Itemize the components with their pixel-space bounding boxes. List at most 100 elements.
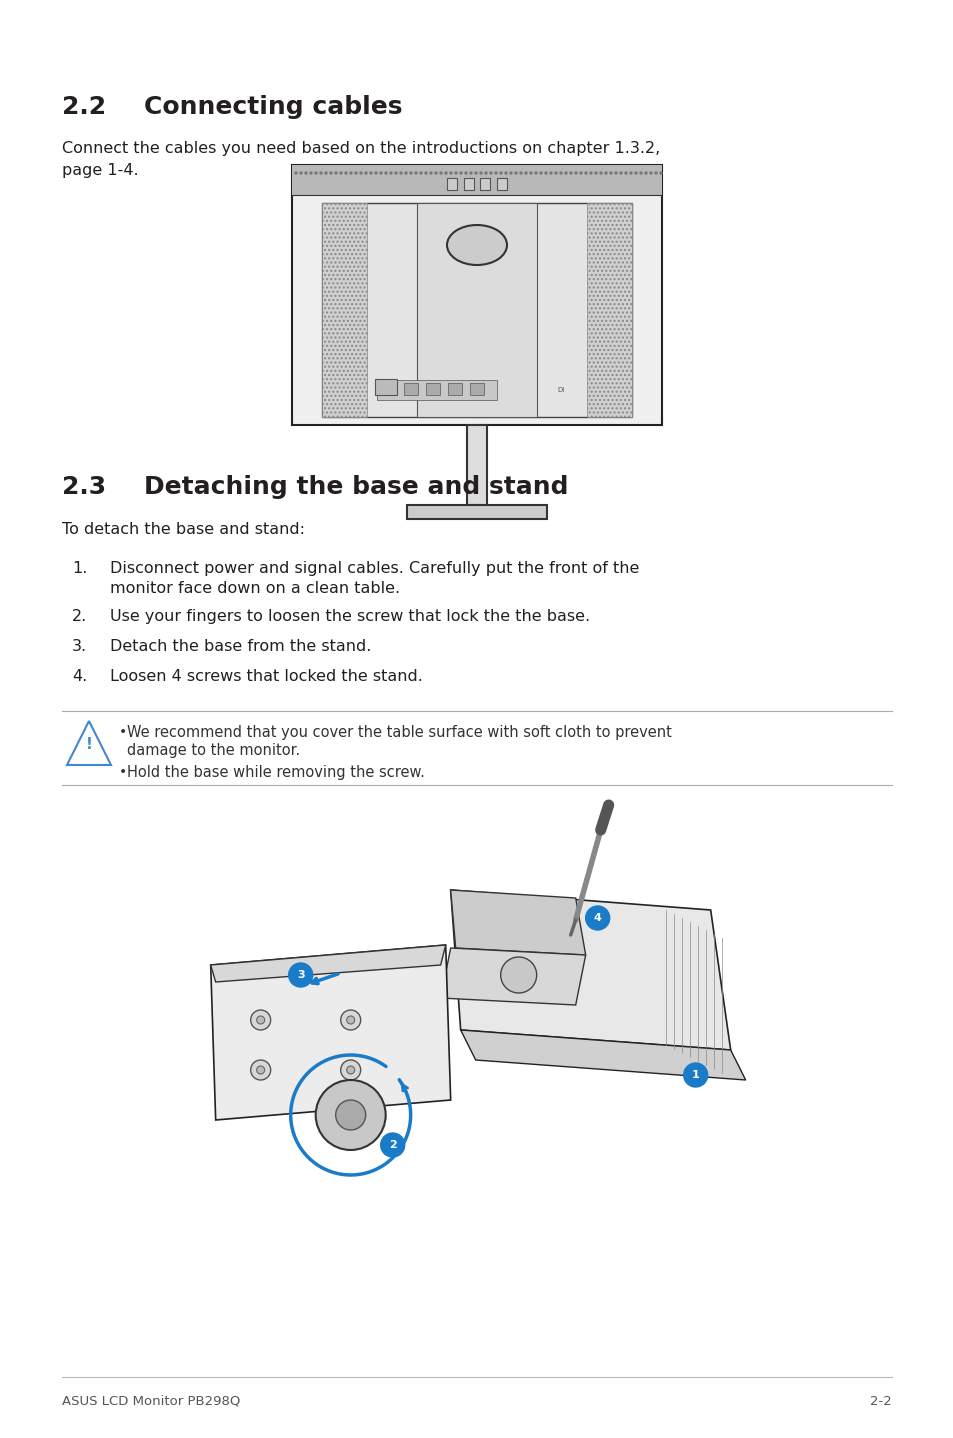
Circle shape — [539, 173, 541, 174]
Circle shape — [683, 1063, 707, 1087]
Circle shape — [584, 173, 586, 174]
Circle shape — [365, 173, 367, 174]
Text: 2-2: 2-2 — [869, 1395, 891, 1408]
Circle shape — [585, 906, 609, 930]
Text: damage to the monitor.: damage to the monitor. — [127, 743, 300, 758]
Bar — [416, 203, 537, 417]
Circle shape — [294, 173, 296, 174]
Circle shape — [310, 173, 312, 174]
Circle shape — [256, 1066, 264, 1074]
Circle shape — [535, 173, 537, 174]
Circle shape — [359, 173, 361, 174]
Text: 4.: 4. — [71, 669, 87, 684]
Text: 2.3: 2.3 — [62, 475, 106, 499]
Circle shape — [644, 173, 646, 174]
Circle shape — [251, 1060, 271, 1080]
Circle shape — [604, 173, 606, 174]
Circle shape — [624, 173, 626, 174]
Circle shape — [325, 173, 327, 174]
Bar — [375, 380, 396, 395]
Polygon shape — [211, 945, 450, 1120]
Circle shape — [569, 173, 572, 174]
Circle shape — [595, 173, 597, 174]
Circle shape — [345, 173, 347, 174]
Circle shape — [340, 1060, 360, 1080]
Circle shape — [500, 958, 537, 994]
Circle shape — [350, 173, 352, 174]
Circle shape — [424, 173, 427, 174]
Polygon shape — [450, 890, 585, 955]
Text: Connecting cables: Connecting cables — [144, 95, 402, 119]
Circle shape — [490, 173, 492, 174]
Circle shape — [599, 173, 601, 174]
Bar — [403, 383, 417, 395]
Text: Hold the base while removing the screw.: Hold the base while removing the screw. — [127, 765, 424, 779]
Circle shape — [346, 1066, 355, 1074]
Circle shape — [495, 173, 497, 174]
Circle shape — [459, 173, 461, 174]
Text: •: • — [119, 725, 127, 739]
Circle shape — [315, 1080, 385, 1150]
Circle shape — [335, 173, 336, 174]
Text: 3: 3 — [296, 971, 304, 981]
Circle shape — [444, 173, 447, 174]
Circle shape — [340, 1009, 360, 1030]
Circle shape — [415, 173, 416, 174]
Circle shape — [615, 173, 617, 174]
Bar — [426, 383, 439, 395]
Polygon shape — [450, 890, 730, 1050]
Text: ASUS LCD Monitor PB298Q: ASUS LCD Monitor PB298Q — [62, 1395, 240, 1408]
Circle shape — [289, 963, 313, 986]
Circle shape — [629, 173, 631, 174]
Circle shape — [564, 173, 566, 174]
Circle shape — [519, 173, 521, 174]
Bar — [467, 426, 486, 505]
Polygon shape — [211, 945, 445, 982]
Text: page 1-4.: page 1-4. — [62, 162, 138, 178]
Bar — [448, 383, 461, 395]
Circle shape — [435, 173, 436, 174]
Text: 1: 1 — [691, 1070, 699, 1080]
Polygon shape — [460, 1030, 745, 1080]
Circle shape — [410, 173, 412, 174]
Circle shape — [510, 173, 512, 174]
Circle shape — [575, 173, 577, 174]
Bar — [447, 178, 456, 190]
Bar — [463, 178, 474, 190]
Text: !: ! — [86, 738, 92, 752]
Circle shape — [430, 173, 432, 174]
Circle shape — [464, 173, 467, 174]
Bar — [497, 178, 506, 190]
Circle shape — [450, 173, 452, 174]
Circle shape — [619, 173, 621, 174]
Circle shape — [335, 1100, 365, 1130]
Text: 2: 2 — [389, 1140, 396, 1150]
Text: Connect the cables you need based on the introductions on chapter 1.3.2,: Connect the cables you need based on the… — [62, 141, 659, 155]
Text: •: • — [119, 765, 127, 779]
Circle shape — [544, 173, 546, 174]
Circle shape — [530, 173, 532, 174]
Text: 2.2: 2.2 — [62, 95, 106, 119]
Circle shape — [589, 173, 592, 174]
Circle shape — [395, 173, 396, 174]
Circle shape — [370, 173, 372, 174]
Circle shape — [379, 173, 381, 174]
Circle shape — [475, 173, 476, 174]
Circle shape — [419, 173, 421, 174]
Text: Loosen 4 screws that locked the stand.: Loosen 4 screws that locked the stand. — [110, 669, 422, 684]
Circle shape — [251, 1009, 271, 1030]
Circle shape — [504, 173, 506, 174]
Circle shape — [339, 173, 341, 174]
Circle shape — [355, 173, 356, 174]
Circle shape — [380, 1133, 404, 1158]
Text: Disconnect power and signal cables. Carefully put the front of the: Disconnect power and signal cables. Care… — [110, 561, 639, 577]
Circle shape — [649, 173, 651, 174]
Circle shape — [385, 173, 387, 174]
Text: 4: 4 — [593, 913, 601, 923]
Text: Detach the base from the stand.: Detach the base from the stand. — [110, 638, 371, 654]
Circle shape — [470, 173, 472, 174]
Circle shape — [330, 173, 332, 174]
Circle shape — [479, 173, 481, 174]
Bar — [586, 203, 631, 417]
Text: Detaching the base and stand: Detaching the base and stand — [144, 475, 568, 499]
